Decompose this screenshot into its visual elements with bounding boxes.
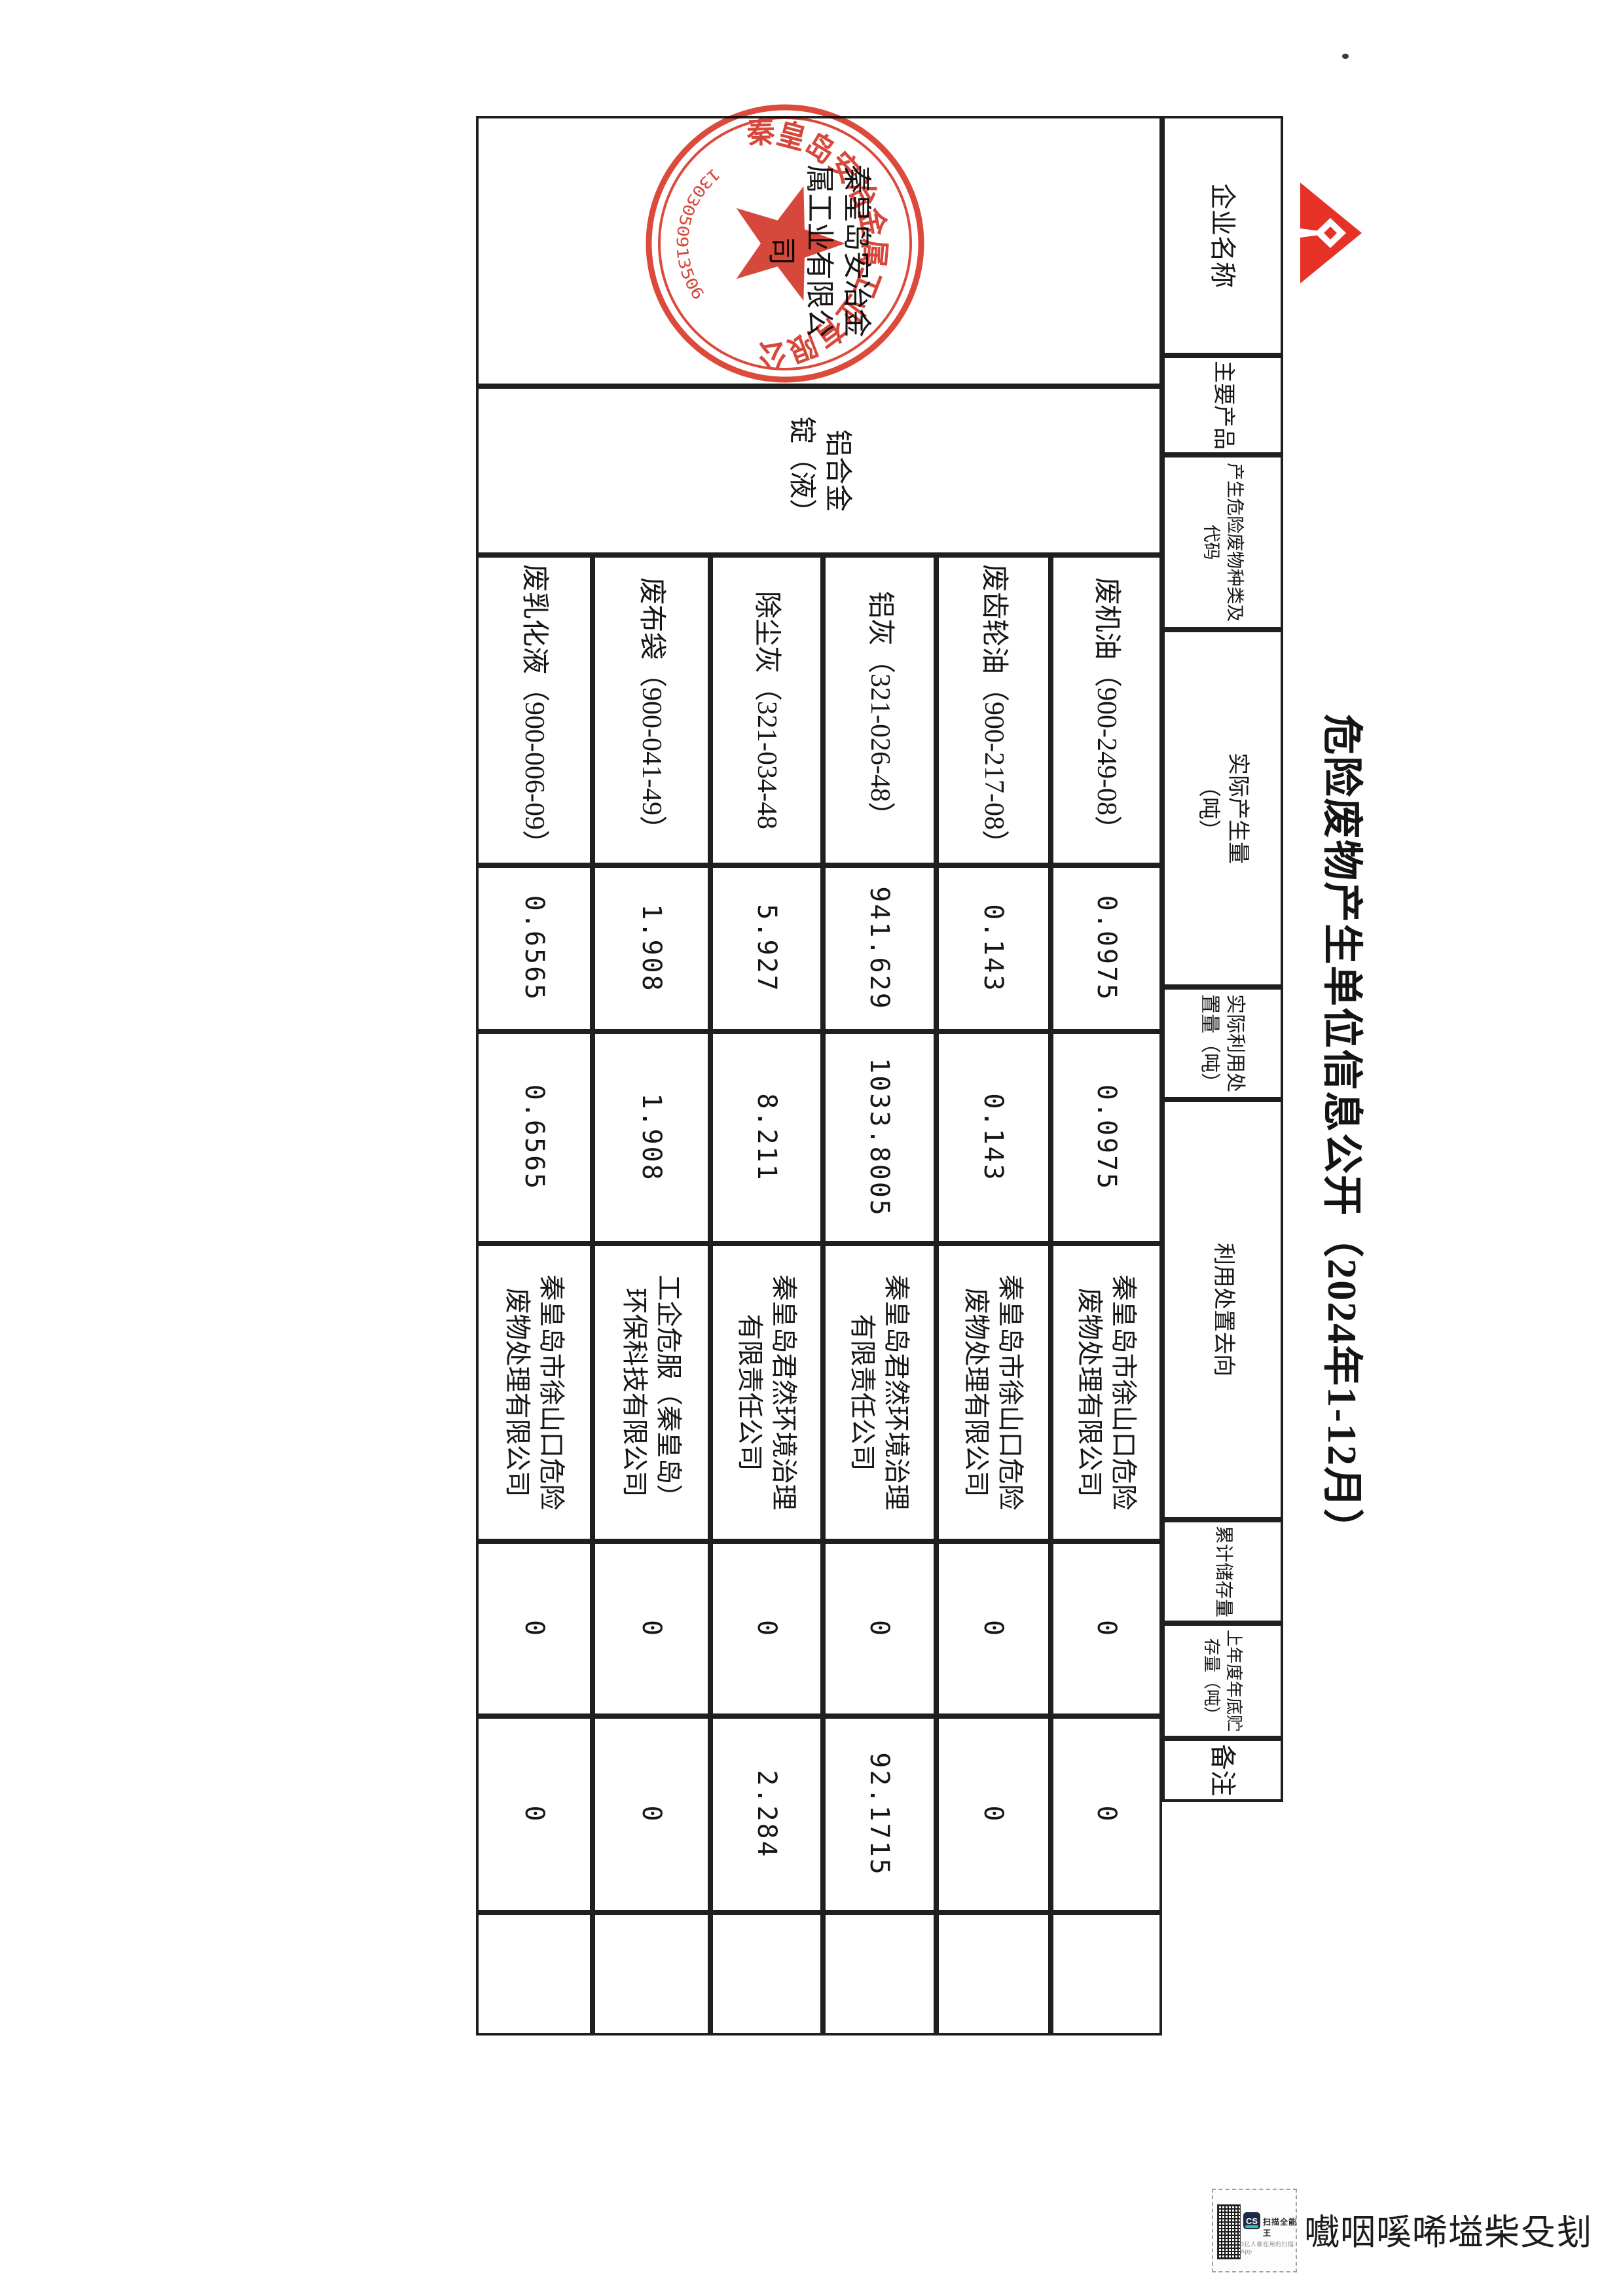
header-cell-waste-code: 产生危险废物种类及代码 — [1162, 455, 1283, 630]
header-cell-produced: 实际产生量（吨） — [1162, 630, 1283, 987]
table-row-5-produced: 1.908 — [593, 865, 710, 1031]
table-row-2-previous-year: 0 — [936, 1716, 1051, 1912]
table-row-6-previous-year: 0 — [476, 1716, 593, 1912]
header-cell-cumulative: 累计储存量 — [1162, 1520, 1283, 1623]
table-row-3-cumulative: 0 — [823, 1541, 936, 1716]
table-row-6-note — [476, 1912, 593, 2036]
table-row-1-cumulative: 0 — [1051, 1541, 1162, 1716]
header-cell-disposed: 实际利用处置量（吨） — [1162, 987, 1283, 1100]
header-cell-produced-label: 实际产生量（吨） — [1196, 753, 1250, 864]
seal-inner-ring — [658, 117, 912, 370]
seal-outer-ring — [646, 104, 924, 383]
table-row-2-waste-code: 废齿轮油（900-217-08） — [936, 555, 1051, 865]
garbled-ocr-text: 嚱咽嗘唏塧柴殳刬 — [1304, 2213, 1592, 2252]
table-row-4-waste-code: 除尘灰（321-034-48 — [710, 555, 823, 865]
table-row-6-disposed: 0.6565 — [476, 1031, 593, 1244]
table-row-3-waste-code: 铝灰（321-026-48） — [823, 555, 936, 865]
camscanner-brand: 扫描全能王 — [1263, 2217, 1298, 2238]
table-row-5-note — [593, 1912, 710, 2036]
page-title: 危险废物产生单位信息公开（2024年1-12月） — [1319, 714, 1364, 1551]
table-row-1-produced: 0.0975 — [1051, 865, 1162, 1031]
company-seal: 秦皇岛安冶金属工业有限公司 1303050913506 — [641, 85, 956, 387]
table-row-4-disposed: 8.211 — [710, 1031, 823, 1244]
table-row-4-produced: 5.927 — [710, 865, 823, 1031]
table-row-6-waste-code: 废乳化液（900-006-09） — [476, 555, 593, 865]
table-row-4-cumulative: 0 — [710, 1541, 823, 1716]
table-row-5-disposed: 1.908 — [593, 1031, 710, 1244]
table-row-3-previous-year: 92.1715 — [823, 1716, 936, 1912]
qr-code-icon — [1217, 2204, 1241, 2259]
cs-logo-icon: CS — [1243, 2212, 1260, 2229]
table-row-1-destination: 秦皇岛市徐山口危险废物处理有限公司 — [1051, 1244, 1162, 1541]
cs-logo-initials: CS — [1245, 2215, 1258, 2226]
table-row-1-disposed: 0.0975 — [1051, 1031, 1162, 1244]
table-row-6-produced: 0.6565 — [476, 865, 593, 1031]
table-row-2-cumulative: 0 — [936, 1541, 1051, 1716]
table-row-2-produced: 0.143 — [936, 865, 1051, 1031]
table-row-2-disposed: 0.143 — [936, 1031, 1051, 1244]
header-cell-company: 企业名称 — [1162, 116, 1283, 355]
table-row-1-waste-code: 废机油（900-249-08） — [1051, 555, 1162, 865]
table-row-1-previous-year: 0 — [1051, 1716, 1162, 1912]
header-cell-note: 备注 — [1162, 1738, 1283, 1802]
table-row-1-note — [1051, 1912, 1162, 2036]
header-cell-destination: 利用处置去向 — [1162, 1100, 1283, 1520]
header-cell-previous-year: 上年度年底贮存量（吨） — [1162, 1623, 1283, 1738]
table-row-5-cumulative: 0 — [593, 1541, 710, 1716]
table-row-3-note — [823, 1912, 936, 2036]
table-row-6-cumulative: 0 — [476, 1541, 593, 1716]
table-row-4-note — [710, 1912, 823, 2036]
table-row-2-note — [936, 1912, 1051, 2036]
table-row-6-destination: 秦皇岛市徐山口危险废物处理有限公司 — [476, 1244, 593, 1541]
table-row-5-previous-year: 0 — [593, 1716, 710, 1912]
table-row-3-disposed: 1033.8005 — [823, 1031, 936, 1244]
header-cell-product: 主要产品 — [1162, 355, 1283, 455]
table-row-3-destination: 秦皇岛君然环境治理有限责任公司 — [823, 1244, 936, 1541]
table-row-2-destination: 秦皇岛市徐山口危险废物处理有限公司 — [936, 1244, 1051, 1541]
table-row-5-waste-code: 废布袋（900-041-49） — [593, 555, 710, 865]
seal-number: 1303050913506 — [673, 164, 724, 303]
seal-star-icon — [736, 186, 845, 301]
camscanner-tagline: 3亿人都在用的扫描App — [1241, 2241, 1294, 2255]
camscanner-badge: CS 扫描全能王 3亿人都在用的扫描App — [1212, 2189, 1297, 2272]
table-row-4-previous-year: 2.284 — [710, 1716, 823, 1912]
table-row-3-produced: 941.629 — [823, 865, 936, 1031]
table-row-4-destination: 秦皇岛君然环境治理有限责任公司 — [710, 1244, 823, 1541]
company-logo-icon — [1298, 177, 1364, 289]
merged-main-product-cell: 铝合金锭（液） — [476, 386, 1162, 555]
table-row-5-destination: 工企危服（秦皇岛）环保科技有限公司 — [593, 1244, 710, 1541]
scan-speck — [1342, 54, 1349, 59]
